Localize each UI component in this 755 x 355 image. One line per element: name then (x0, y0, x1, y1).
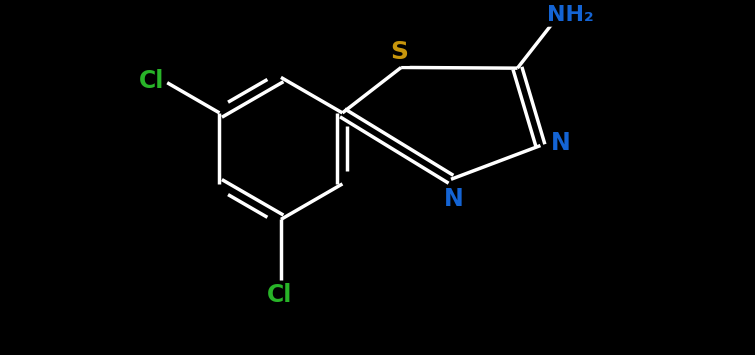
Text: Cl: Cl (267, 283, 292, 307)
Text: NH₂: NH₂ (547, 5, 593, 25)
Text: Cl: Cl (139, 69, 165, 93)
Text: N: N (550, 131, 570, 155)
Text: N: N (444, 187, 464, 211)
Text: S: S (391, 40, 408, 64)
